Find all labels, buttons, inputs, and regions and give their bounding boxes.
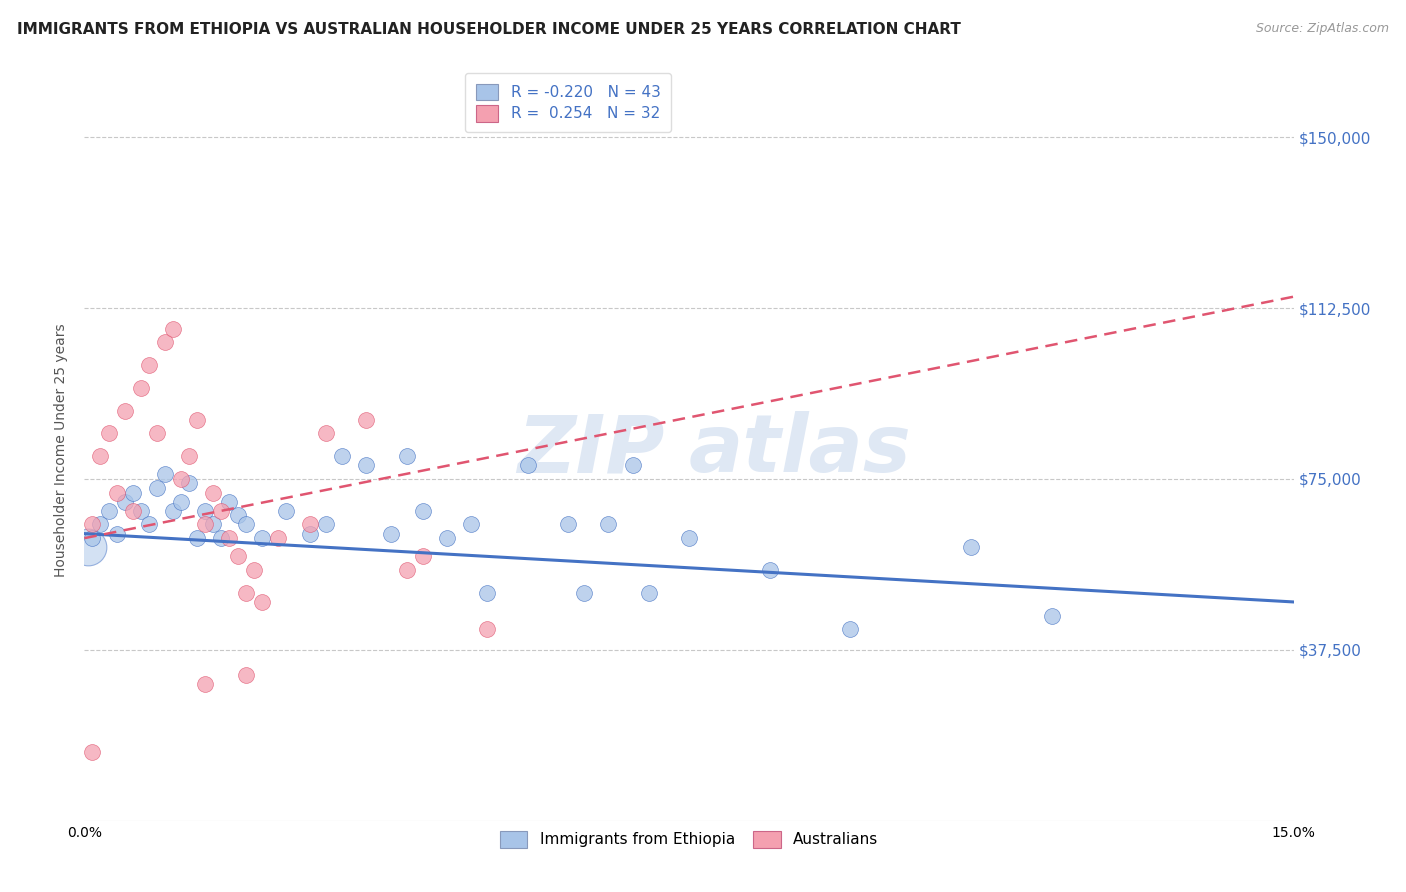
Point (412, 504, 434, 518)
Point (356, 413, 378, 427)
Text: ZIP: ZIP (517, 411, 665, 490)
Point (209, 531, 232, 545)
Point (267, 531, 290, 545)
Point (186, 531, 208, 545)
Point (235, 517, 257, 532)
Point (621, 458, 644, 473)
Point (202, 517, 225, 532)
Point (129, 381, 152, 395)
Point (299, 517, 322, 532)
Point (202, 485, 225, 500)
Legend: Immigrants from Ethiopia, Australians: Immigrants from Ethiopia, Australians (494, 825, 884, 854)
Point (97, 426, 120, 441)
Point (315, 426, 337, 441)
Point (153, 467, 176, 482)
Point (572, 586, 595, 600)
Point (179, 449, 201, 463)
Point (598, 517, 620, 532)
Point (209, 504, 232, 518)
Point (226, 508, 249, 523)
Point (194, 677, 217, 691)
Point (89, 449, 111, 463)
Point (330, 449, 353, 463)
Point (179, 476, 201, 491)
Point (146, 426, 169, 441)
Point (82, 517, 104, 532)
Point (477, 586, 499, 600)
Point (356, 458, 378, 473)
Point (678, 531, 700, 545)
Point (186, 413, 208, 427)
Point (960, 541, 983, 555)
Point (557, 517, 579, 532)
Text: IMMIGRANTS FROM ETHIOPIA VS AUSTRALIAN HOUSEHOLDER INCOME UNDER 25 YEARS CORRELA: IMMIGRANTS FROM ETHIOPIA VS AUSTRALIAN H… (17, 22, 960, 37)
Point (138, 358, 160, 372)
Point (315, 517, 337, 532)
Point (637, 586, 659, 600)
Point (129, 504, 152, 518)
Point (105, 485, 128, 500)
Point (477, 622, 499, 636)
Point (121, 504, 143, 518)
Point (89, 517, 111, 532)
Point (194, 504, 217, 518)
Point (162, 504, 184, 518)
Y-axis label: Householder Income Under 25 years: Householder Income Under 25 years (55, 324, 69, 577)
Point (97, 504, 120, 518)
Point (162, 321, 184, 335)
Point (218, 494, 240, 508)
Point (138, 517, 160, 532)
Point (380, 526, 402, 541)
Point (121, 485, 143, 500)
Point (274, 504, 297, 518)
Point (82, 531, 104, 545)
Point (114, 494, 136, 508)
Text: Source: ZipAtlas.com: Source: ZipAtlas.com (1256, 22, 1389, 36)
Point (105, 526, 128, 541)
Point (299, 526, 322, 541)
Point (82, 745, 104, 759)
Point (395, 563, 418, 577)
Point (242, 563, 264, 577)
Point (516, 458, 538, 473)
Point (218, 531, 240, 545)
Point (170, 472, 193, 486)
Point (235, 586, 257, 600)
Point (226, 549, 249, 564)
Point (235, 668, 257, 682)
Point (412, 549, 434, 564)
Point (250, 595, 273, 609)
Point (1040, 608, 1063, 623)
Point (194, 517, 217, 532)
Point (436, 531, 458, 545)
Point (250, 531, 273, 545)
Point (153, 335, 176, 350)
Point (77, 541, 100, 555)
Point (114, 403, 136, 417)
Point (146, 481, 169, 495)
Text: atlas: atlas (689, 411, 911, 490)
Point (395, 449, 418, 463)
Point (839, 622, 862, 636)
Point (170, 494, 193, 508)
Point (460, 517, 482, 532)
Point (758, 563, 780, 577)
